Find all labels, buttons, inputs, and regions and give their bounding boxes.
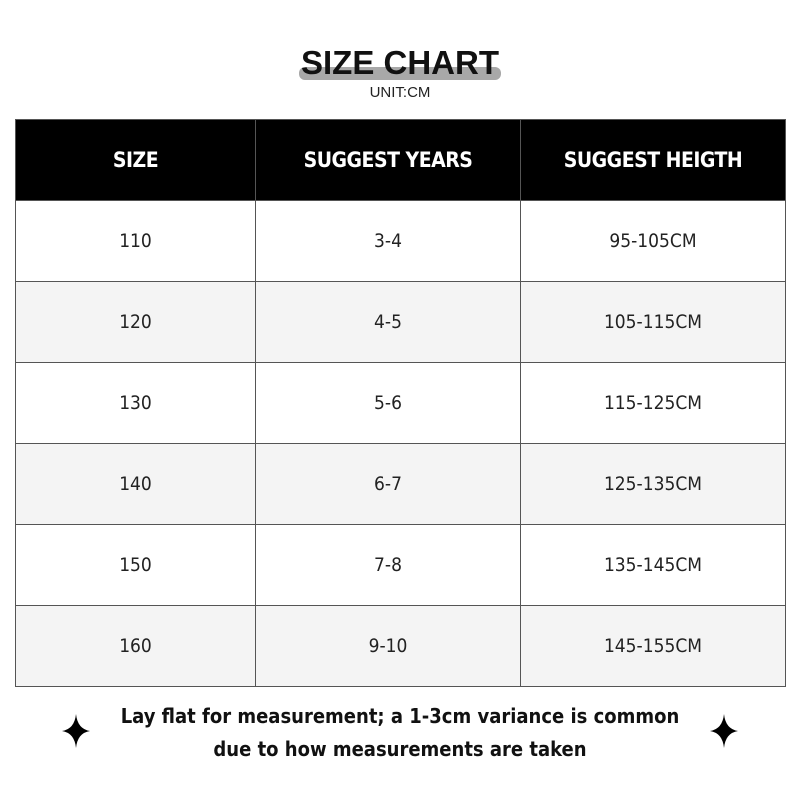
cell-size: 160: [15, 605, 256, 687]
table-header-row: SIZE SUGGEST YEARS SUGGEST HEIGTH: [15, 119, 786, 201]
header-years: SUGGEST YEARS: [255, 119, 521, 201]
table-row: 150 7-8 135-145CM: [15, 524, 786, 606]
page-title: SIZE CHART: [299, 44, 501, 82]
note-line-1: Lay flat for measurement; a 1-3cm varian…: [120, 704, 680, 728]
cell-height: 145-155CM: [520, 605, 786, 687]
cell-size: 120: [15, 281, 256, 363]
sparkle-star-icon: [62, 714, 90, 748]
cell-height: 105-115CM: [520, 281, 786, 363]
table-row: 130 5-6 115-125CM: [15, 362, 786, 444]
header-height: SUGGEST HEIGTH: [520, 119, 786, 201]
table-row: 160 9-10 145-155CM: [15, 605, 786, 687]
table-row: 120 4-5 105-115CM: [15, 281, 786, 363]
title-text: SIZE CHART: [301, 44, 499, 81]
size-table: SIZE SUGGEST YEARS SUGGEST HEIGTH 110 3-4…: [15, 119, 786, 687]
cell-years: 3-4: [255, 200, 521, 282]
cell-height: 115-125CM: [520, 362, 786, 444]
cell-height: 125-135CM: [520, 443, 786, 525]
cell-height: 95-105CM: [520, 200, 786, 282]
unit-label: UNIT:CM: [369, 84, 431, 101]
title-wrap: SIZE CHART: [0, 44, 800, 82]
cell-size: 150: [15, 524, 256, 606]
cell-years: 6-7: [255, 443, 521, 525]
measurement-note: Lay flat for measurement; a 1-3cm varian…: [0, 700, 800, 766]
table-row: 110 3-4 95-105CM: [15, 200, 786, 282]
header-size: SIZE: [15, 119, 256, 201]
cell-size: 110: [15, 200, 256, 282]
cell-years: 4-5: [255, 281, 521, 363]
cell-years: 9-10: [255, 605, 521, 687]
note-line-2: due to how measurements are taken: [213, 737, 587, 761]
cell-height: 135-145CM: [520, 524, 786, 606]
cell-size: 130: [15, 362, 256, 444]
cell-size: 140: [15, 443, 256, 525]
sparkle-star-icon: [710, 714, 738, 748]
cell-years: 5-6: [255, 362, 521, 444]
cell-years: 7-8: [255, 524, 521, 606]
table-row: 140 6-7 125-135CM: [15, 443, 786, 525]
